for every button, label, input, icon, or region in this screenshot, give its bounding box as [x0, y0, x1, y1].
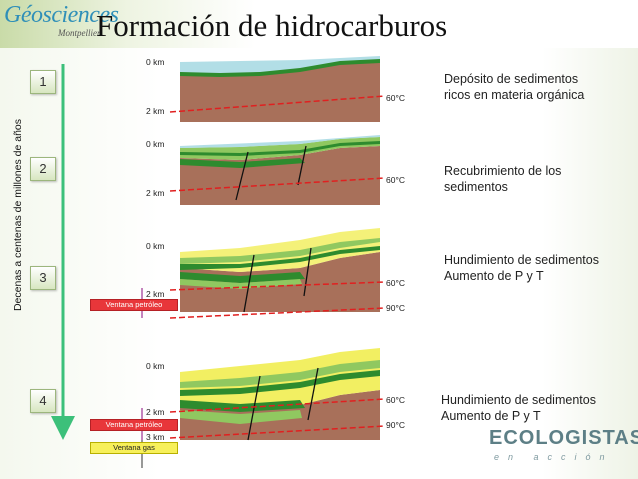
p1-temp-60: 60°C	[386, 93, 405, 103]
step-1-box: 1	[30, 70, 56, 94]
fault-p3b	[303, 247, 312, 297]
ecologistas-logo-sub: en acción	[494, 452, 614, 462]
panel-4-cross-section	[169, 348, 386, 441]
step-4-desc-line-1: Hundimiento de sedimentos	[441, 393, 596, 407]
step-3-desc-line-2: Aumento de P y T	[444, 269, 544, 283]
p4-gas-window: Ventana gas	[90, 442, 178, 454]
step-3-desc-line-1: Hundimiento de sedimentos	[444, 253, 599, 267]
step-2-description: Recubrimiento de los sedimentos	[444, 163, 561, 195]
p3-temp-60: 60°C	[386, 278, 405, 288]
p4-km-0: 0 km	[146, 361, 165, 371]
step-4-description: Hundimiento de sedimentos Aumento de P y…	[441, 392, 596, 424]
panel-3-cross-section	[169, 228, 386, 319]
step-3-box: 3	[30, 266, 56, 290]
p2-temp-60: 60°C	[386, 175, 405, 185]
p3-temp-90: 90°C	[386, 303, 405, 313]
panel-2-cross-section	[169, 135, 386, 205]
timeline-label: Decenas a centenas de millones de años	[12, 118, 24, 312]
fault-p2b	[297, 145, 307, 186]
ecologistas-logo: ECOLOGISTAS	[489, 427, 638, 449]
fault-p3a	[243, 254, 255, 313]
step-1-description: Depósito de sedimentos ricos en materia …	[444, 71, 584, 103]
page-title: Formación de hidrocarburos	[96, 8, 448, 43]
step-2-desc-line-1: Recubrimiento de los	[444, 164, 562, 178]
fault-p4b	[307, 367, 319, 421]
p3-km-2: 2 km	[146, 289, 165, 299]
p3-km-0: 0 km	[146, 241, 165, 251]
p4-temp-90: 90°C	[386, 420, 405, 430]
step-4-desc-line-2: Aumento de P y T	[441, 409, 541, 423]
step-1-desc-line-1: Depósito de sedimentos	[444, 72, 579, 86]
p2-km-0: 0 km	[146, 139, 165, 149]
step-2-box: 2	[30, 157, 56, 181]
step-4-box: 4	[30, 389, 56, 413]
p3-oil-window: Ventana petróleo	[90, 299, 178, 311]
p4-km-3: 3 km	[146, 432, 165, 442]
step-3-description: Hundimiento de sedimentos Aumento de P y…	[444, 252, 599, 284]
p4-oil-window: Ventana petróleo	[90, 419, 178, 431]
p1-km-2: 2 km	[146, 106, 165, 116]
p4-temp-60: 60°C	[386, 395, 405, 405]
geosciences-logo-sub: Montpellier	[58, 28, 101, 38]
fault-p4a	[247, 375, 261, 441]
p2-km-2: 2 km	[146, 188, 165, 198]
p4-km-2: 2 km	[146, 407, 165, 417]
header-band	[0, 0, 638, 48]
timeline-label-wrap: Decenas a centenas de millones de años	[8, 90, 28, 340]
panel-1-cross-section	[169, 56, 386, 122]
step-1-desc-line-2: ricos en materia orgánica	[444, 88, 585, 102]
geosciences-logo: Géosciences	[4, 2, 119, 28]
fault-p2a	[235, 151, 249, 201]
p1-km-0: 0 km	[146, 57, 165, 67]
step-2-desc-line-2: sedimentos	[444, 180, 508, 194]
